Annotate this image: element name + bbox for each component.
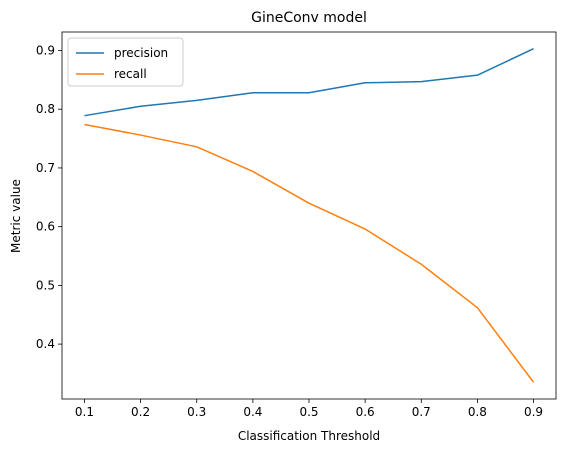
legend-label-recall: recall <box>114 67 147 81</box>
y-axis-label: Metric value <box>9 179 23 253</box>
axes-frame <box>61 31 557 400</box>
x-tick-label: 0.2 <box>131 405 150 419</box>
y-tick-label: 0.8 <box>36 102 55 116</box>
y-tick-label: 0.5 <box>36 278 55 292</box>
y-tick-label: 0.9 <box>36 43 55 57</box>
legend-label-precision: precision <box>114 46 168 60</box>
y-tick-label: 0.7 <box>36 161 55 175</box>
plot-area: 0.1 0.2 0.3 0.4 0.5 0.6 0.7 0.8 0.9 0.4 0.5 0.6 0.7 0… <box>36 31 557 419</box>
x-tick-label: 0.7 <box>412 405 431 419</box>
x-tick-label: 0.9 <box>524 405 543 419</box>
x-tick-label: 0.4 <box>243 405 262 419</box>
x-tick-label: 0.3 <box>187 405 206 419</box>
x-tick-label: 0.6 <box>356 405 375 419</box>
x-axis-label: Classification Threshold <box>238 429 380 443</box>
y-tick-label: 0.4 <box>36 337 55 351</box>
x-tick-label: 0.1 <box>75 405 94 419</box>
chart-title: GineConv model <box>251 10 367 26</box>
y-tick-label: 0.6 <box>36 220 55 234</box>
x-tick-label: 0.8 <box>468 405 487 419</box>
x-tick-label: 0.5 <box>299 405 318 419</box>
